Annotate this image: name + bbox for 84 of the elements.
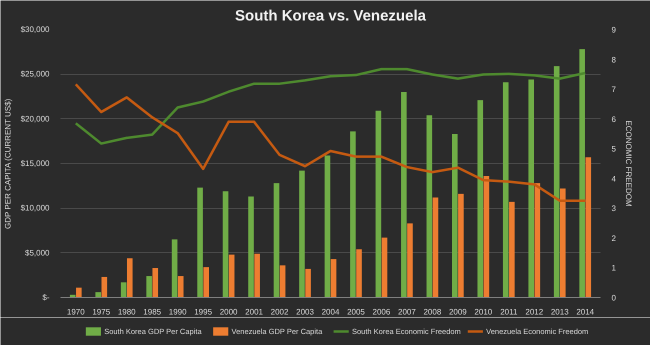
y-tick-label: $15,000	[20, 159, 50, 168]
x-tick-label: 2004	[322, 308, 340, 316]
y-tick-label: $25,000	[20, 70, 50, 79]
x-tick-label: 1995	[194, 308, 213, 316]
bar	[528, 80, 534, 298]
bar	[382, 238, 388, 298]
y-tick-label: $20,000	[20, 114, 50, 124]
y2-tick-label: 7	[612, 85, 616, 94]
bar	[299, 170, 305, 298]
x-tick-label: 2012	[525, 308, 544, 316]
x-tick-label: 2011	[500, 308, 518, 316]
y-tick-label: $-	[42, 293, 50, 302]
x-tick-label: 2005	[347, 308, 366, 316]
bar	[126, 258, 133, 298]
bar	[554, 66, 560, 298]
x-tick-label: 1985	[143, 308, 162, 316]
bar	[350, 131, 356, 298]
bar	[432, 197, 438, 298]
line-series	[74, 68, 586, 145]
bar	[484, 176, 490, 298]
bar	[248, 196, 254, 298]
y-tick-label: $30,000	[20, 25, 50, 34]
bar	[585, 157, 592, 298]
bar	[152, 268, 158, 298]
y2-tick-label: 5	[612, 144, 616, 154]
x-tick-label: 2001	[245, 308, 264, 316]
y2-tick-label: 8	[612, 55, 616, 64]
chart-title: South Korea vs. Venezuela	[235, 8, 427, 24]
bar	[197, 188, 203, 298]
bar	[426, 115, 432, 298]
bar	[280, 265, 286, 298]
x-tick-label: 2009	[448, 308, 468, 316]
bar	[203, 267, 209, 298]
bar	[452, 134, 458, 298]
bar	[330, 259, 336, 298]
x-tick-label: 2010	[474, 308, 493, 316]
bar	[178, 276, 184, 298]
x-tick-label: 2013	[550, 308, 570, 316]
bar	[172, 239, 178, 298]
x-tick-label: 1970	[66, 308, 86, 316]
y2-tick-label: 6	[612, 114, 616, 124]
bar	[407, 223, 413, 298]
y2-tick-label: 0	[612, 294, 616, 302]
x-tick-label: 1975	[92, 308, 111, 316]
bar	[305, 268, 311, 298]
bar	[102, 276, 108, 298]
x-tick-label: 1990	[168, 308, 188, 316]
bar	[376, 110, 382, 298]
bar	[146, 276, 152, 298]
bar	[477, 100, 484, 298]
y-tick-label: $10,000	[20, 204, 50, 213]
x-tick-label: 2002	[270, 308, 290, 316]
line-series	[74, 83, 586, 202]
bar	[356, 249, 362, 298]
y2-tick-label: 4	[612, 174, 616, 184]
y2-tick-label: 1	[612, 264, 616, 273]
x-tick-label: 2008	[423, 308, 442, 316]
x-tick-label: 2000	[220, 308, 238, 316]
x-tick-label: 2006	[372, 308, 391, 316]
bar	[120, 282, 126, 298]
y2-tick-label: 9	[612, 26, 616, 34]
x-tick-label: 2014	[576, 308, 595, 316]
x-tick-label: 2007	[398, 308, 416, 316]
y2-tick-label: 2	[612, 234, 616, 243]
bar	[254, 254, 260, 298]
bar	[458, 194, 464, 298]
x-tick-label: 1980	[118, 308, 136, 316]
y2-axis-title: ECONOMIC FREEDOM	[624, 120, 633, 207]
bar	[401, 92, 407, 298]
bar	[324, 155, 330, 298]
bar	[502, 82, 509, 298]
x-tick-label: 2003	[296, 308, 314, 316]
bar	[228, 254, 234, 298]
y-axis-title: GDP PER CAPITA (CURRENT US$)	[4, 98, 13, 229]
bar	[579, 49, 585, 298]
bar	[274, 183, 280, 298]
bar	[509, 202, 515, 298]
bar	[534, 183, 540, 298]
bar	[560, 188, 566, 298]
bar	[95, 292, 101, 298]
y2-tick-label: 3	[612, 204, 616, 214]
y-tick-label: $5,000	[25, 248, 50, 258]
bar	[76, 288, 82, 298]
bar	[222, 191, 228, 298]
